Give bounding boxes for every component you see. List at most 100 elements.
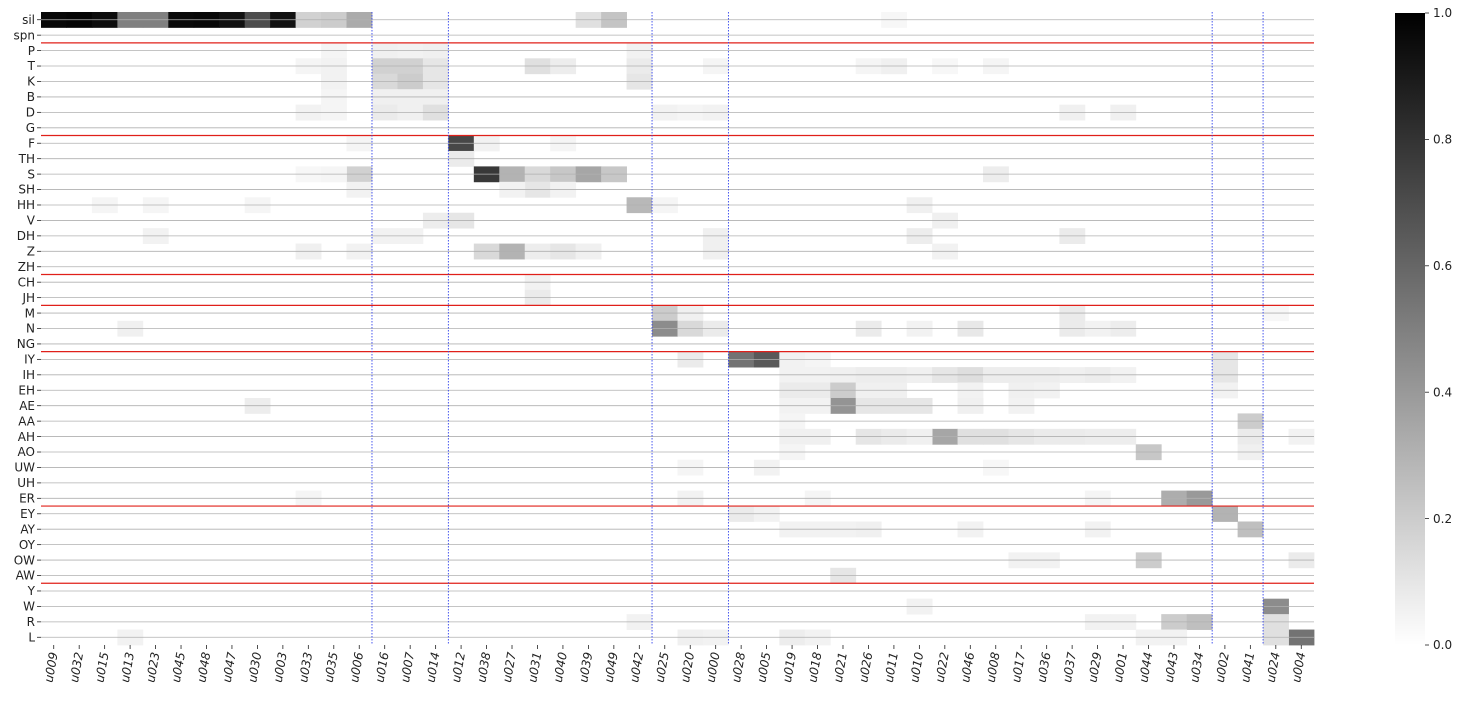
column-label: u027 [500, 651, 519, 684]
row-label: K [27, 75, 36, 89]
column-label: u044 [1136, 651, 1155, 683]
column-labels: u009 u032 u015 u013 u023 u045 u048 u047 u030 u003… [42, 645, 1308, 684]
column-label: u025 [653, 651, 672, 683]
row-grid-lines [41, 19, 1314, 638]
column-label: u005 [754, 651, 773, 683]
row-label: AW [16, 569, 36, 583]
row-label: S [27, 167, 35, 181]
column-label: u030 [245, 651, 264, 684]
column-label: u013 [118, 651, 137, 683]
column-label: u031 [525, 651, 544, 683]
column-label: u045 [169, 651, 188, 683]
row-label: HH [17, 198, 35, 212]
column-label: u012 [449, 651, 468, 683]
row-label: AH [18, 430, 35, 444]
row-label: UW [14, 461, 35, 475]
column-label: u022 [933, 651, 952, 683]
column-label: u041 [1238, 651, 1257, 683]
row-label: M [25, 306, 35, 320]
column-label: u043 [1162, 651, 1181, 683]
row-label: CH [18, 275, 35, 289]
colorbar-tick-label: 0.0 [1433, 638, 1452, 652]
row-label: DH [17, 229, 35, 243]
column-group-separators [371, 12, 1264, 645]
column-label: u048 [194, 651, 213, 684]
column-label: u037 [1060, 651, 1079, 684]
row-label: JH [21, 291, 35, 305]
colorbar-gradient [1395, 13, 1425, 645]
row-label: G [26, 121, 35, 135]
column-label: u036 [1035, 651, 1054, 684]
column-label: u038 [474, 651, 493, 684]
column-label: u000 [704, 651, 723, 684]
row-label: AO [18, 445, 35, 459]
row-label: spn [14, 28, 35, 42]
column-label: u046 [958, 651, 977, 684]
row-label: SH [18, 183, 35, 197]
row-label: TH [18, 152, 35, 166]
column-label: u020 [678, 651, 697, 684]
row-label: EY [20, 507, 36, 521]
row-label: ER [19, 492, 35, 506]
colorbar-tick-label: 0.6 [1433, 259, 1452, 273]
column-label: u033 [296, 651, 315, 683]
row-group-separators [41, 42, 1314, 584]
row-label: IH [22, 368, 35, 382]
row-label: D [26, 106, 35, 120]
column-label: u032 [67, 651, 86, 683]
row-label: AY [20, 522, 35, 536]
row-label: OY [19, 538, 36, 552]
column-label: u011 [882, 651, 901, 683]
row-label: F [28, 136, 35, 150]
row-label: NG [17, 337, 35, 351]
column-label: u026 [856, 651, 875, 684]
column-label: u049 [602, 651, 621, 683]
column-label: u024 [1264, 651, 1283, 683]
column-label: u019 [780, 651, 799, 683]
row-label: EH [18, 383, 35, 397]
row-label: W [23, 600, 35, 614]
colorbar-tick-label: 0.2 [1433, 512, 1452, 526]
column-label: u003 [271, 651, 290, 683]
column-label: u006 [347, 651, 366, 684]
colorbar: 0.0 0.2 0.4 0.6 0.8 1.0 [1395, 6, 1452, 652]
column-label: u010 [907, 651, 926, 684]
row-label: IY [24, 353, 36, 367]
row-label: OW [14, 553, 35, 567]
column-label: u028 [729, 651, 748, 684]
colorbar-tick-label: 0.4 [1433, 385, 1452, 399]
column-label: u018 [805, 651, 824, 684]
row-label: R [27, 615, 35, 629]
column-label: u014 [423, 651, 442, 683]
row-label: AA [18, 414, 36, 428]
column-label: u042 [627, 651, 646, 683]
column-label: u023 [143, 651, 162, 683]
column-label: u009 [42, 651, 61, 683]
row-label: Z [27, 245, 35, 259]
row-label: B [27, 90, 35, 104]
row-label: Y [27, 584, 36, 598]
column-label: u035 [322, 651, 341, 683]
column-label: u017 [1009, 651, 1028, 684]
row-label: V [27, 214, 36, 228]
column-label: u002 [1213, 651, 1232, 683]
row-label: sil [22, 13, 35, 27]
row-label: ZH [18, 260, 35, 274]
column-label: u001 [1111, 651, 1130, 683]
column-label: u034 [1187, 651, 1206, 683]
column-label: u039 [576, 651, 595, 683]
column-label: u008 [984, 651, 1003, 684]
column-label: u004 [1289, 651, 1308, 683]
column-label: u016 [373, 651, 392, 684]
column-label: u029 [1085, 651, 1104, 683]
colorbar-tick-label: 0.8 [1433, 133, 1452, 147]
row-label: AE [19, 399, 35, 413]
column-label: u047 [220, 651, 239, 684]
column-label: u040 [551, 651, 570, 684]
row-label: L [28, 630, 35, 644]
column-label: u007 [398, 651, 417, 684]
column-label: u015 [93, 651, 112, 683]
row-label: N [26, 322, 35, 336]
